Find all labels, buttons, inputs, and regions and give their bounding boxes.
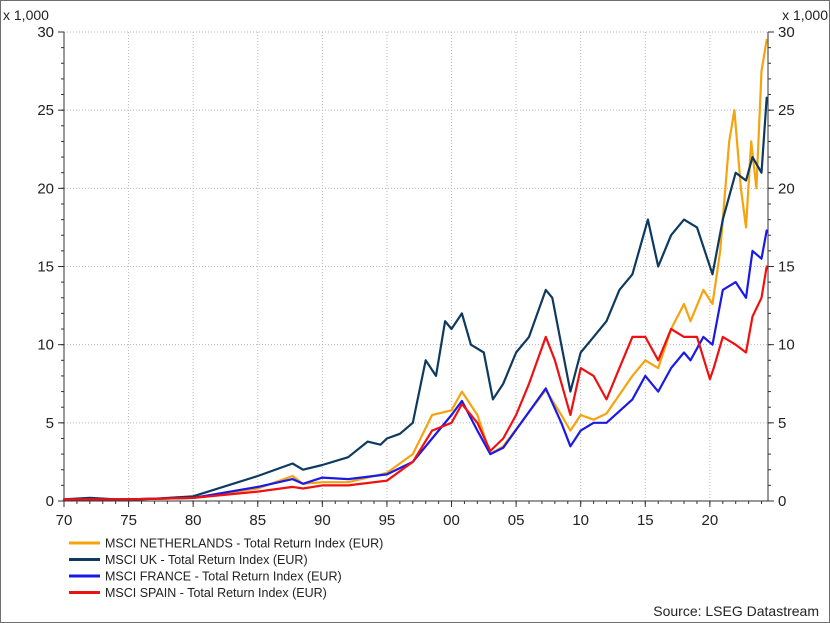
series-line-3 bbox=[62, 229, 768, 501]
y-tick-label-right: 30 bbox=[778, 24, 795, 41]
x-tick-label: 70 bbox=[56, 512, 73, 529]
x-tick-label: 20 bbox=[702, 512, 719, 529]
series-line-2 bbox=[62, 96, 768, 501]
x-tick-label: 05 bbox=[508, 512, 525, 529]
y-tick-label-left: 25 bbox=[37, 102, 54, 119]
x-tick-label: 85 bbox=[249, 512, 266, 529]
y-unit-right: x 1,000 bbox=[782, 7, 828, 23]
series-line-1 bbox=[62, 38, 768, 501]
legend-label-3: MSCI FRANCE - Total Return Index (EUR) bbox=[105, 570, 342, 584]
legend-label-2: MSCI UK - Total Return Index (EUR) bbox=[105, 553, 308, 567]
x-tick-label: 75 bbox=[120, 512, 137, 529]
legend: MSCI NETHERLANDS - Total Return Index (E… bbox=[69, 537, 383, 600]
legend-label-4: MSCI SPAIN - Total Return Index (EUR) bbox=[105, 586, 327, 600]
legend-label-1: MSCI NETHERLANDS - Total Return Index (E… bbox=[105, 537, 383, 551]
x-tick-label: 95 bbox=[379, 512, 396, 529]
y-tick-label-right: 20 bbox=[778, 180, 795, 197]
y-tick-label-right: 25 bbox=[778, 102, 795, 119]
y-tick-label-left: 20 bbox=[37, 180, 54, 197]
y-tick-label-left: 0 bbox=[46, 493, 54, 510]
x-tick-label: 80 bbox=[185, 512, 202, 529]
y-unit-left: x 1,000 bbox=[3, 7, 49, 23]
y-tick-label-right: 0 bbox=[778, 493, 786, 510]
x-tick-label: 00 bbox=[443, 512, 460, 529]
x-tick-label: 10 bbox=[572, 512, 589, 529]
y-tick-label-left: 10 bbox=[37, 337, 54, 354]
y-tick-label-right: 5 bbox=[778, 415, 786, 432]
source-note: Source: LSEG Datastream bbox=[653, 603, 819, 619]
y-tick-label-right: 10 bbox=[778, 337, 795, 354]
y-tick-label-left: 15 bbox=[37, 259, 54, 276]
y-tick-label-right: 15 bbox=[778, 259, 795, 276]
x-tick-label: 90 bbox=[314, 512, 331, 529]
y-tick-label-left: 5 bbox=[46, 415, 54, 432]
series-layer bbox=[62, 38, 768, 501]
series-line-4 bbox=[62, 265, 768, 501]
x-tick-label: 15 bbox=[637, 512, 654, 529]
y-tick-label-left: 30 bbox=[37, 24, 54, 41]
